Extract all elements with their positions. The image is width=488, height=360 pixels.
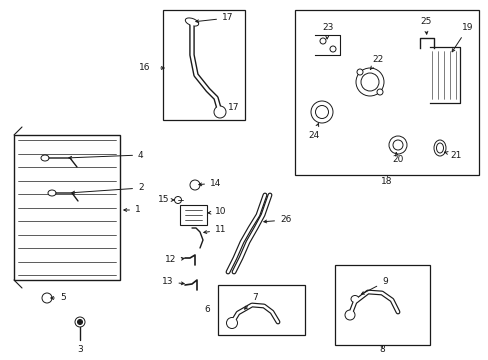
Ellipse shape	[388, 136, 406, 154]
Text: 17: 17	[227, 104, 239, 112]
Circle shape	[345, 310, 354, 320]
Ellipse shape	[48, 190, 56, 196]
Text: 25: 25	[419, 18, 430, 34]
Text: 8: 8	[378, 346, 384, 355]
Text: 4: 4	[69, 150, 143, 159]
Text: 11: 11	[203, 225, 226, 234]
Bar	[294, 10, 478, 175]
Circle shape	[356, 69, 362, 75]
Text: 5: 5	[51, 293, 65, 302]
Text: 26: 26	[264, 216, 291, 225]
Ellipse shape	[433, 140, 445, 156]
Text: 3: 3	[77, 346, 82, 355]
Ellipse shape	[315, 105, 328, 118]
Text: 20: 20	[391, 153, 403, 165]
Ellipse shape	[185, 18, 198, 26]
Bar	[163, 10, 244, 120]
Text: 22: 22	[369, 55, 383, 69]
Ellipse shape	[392, 140, 402, 150]
Bar	[180, 205, 206, 225]
Circle shape	[77, 320, 82, 324]
Text: 21: 21	[444, 150, 461, 159]
Circle shape	[226, 318, 237, 328]
Text: 9: 9	[361, 278, 387, 294]
Text: 14: 14	[199, 179, 221, 188]
Circle shape	[174, 197, 181, 203]
Circle shape	[214, 106, 225, 118]
Text: 6: 6	[204, 306, 209, 315]
Text: 16: 16	[138, 63, 150, 72]
Text: 12: 12	[164, 256, 184, 265]
Ellipse shape	[310, 101, 332, 123]
Text: 1: 1	[123, 206, 141, 215]
Bar	[218, 285, 305, 335]
Text: 18: 18	[381, 177, 392, 186]
Circle shape	[42, 293, 52, 303]
Ellipse shape	[360, 73, 378, 91]
Text: 10: 10	[208, 207, 226, 216]
Text: 7: 7	[244, 293, 257, 309]
Circle shape	[190, 180, 200, 190]
Circle shape	[376, 89, 382, 95]
Ellipse shape	[436, 143, 443, 153]
Ellipse shape	[41, 155, 49, 161]
Ellipse shape	[355, 68, 383, 96]
Text: 13: 13	[162, 278, 184, 287]
Circle shape	[319, 38, 325, 44]
Ellipse shape	[350, 296, 358, 302]
Text: 19: 19	[451, 23, 472, 52]
Circle shape	[329, 46, 335, 52]
Bar	[334, 265, 429, 345]
Text: 2: 2	[72, 184, 143, 194]
Bar	[14, 135, 120, 280]
Text: 23: 23	[321, 23, 333, 39]
Text: 15: 15	[158, 195, 174, 204]
Circle shape	[75, 317, 85, 327]
Text: 24: 24	[307, 123, 319, 139]
Text: 17: 17	[195, 13, 233, 23]
